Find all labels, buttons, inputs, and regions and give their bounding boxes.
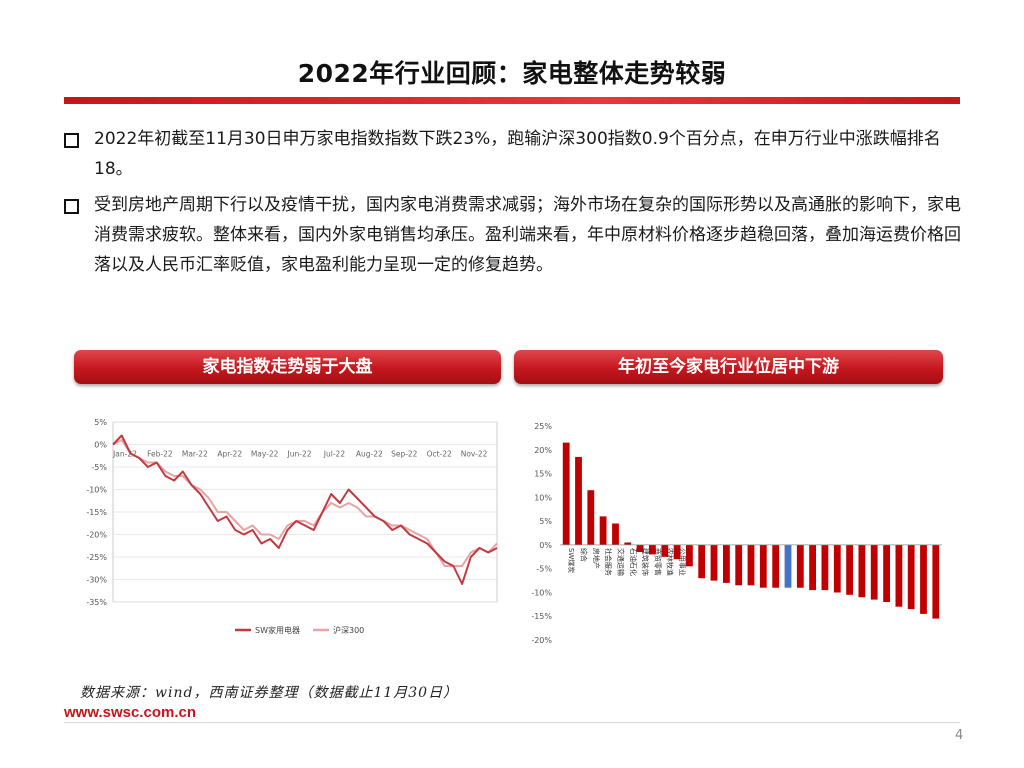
square-bullet-icon	[64, 133, 79, 148]
bar	[809, 544, 816, 591]
bullet-text-1: 2022年初截至11月30日申万家电指数指数下跌23%，跑输沪深300指数0.9…	[94, 129, 941, 179]
bar	[895, 544, 903, 607]
bullet-list: 2022年初截至11月30日申万家电指数指数下跌23%，跑输沪深300指数0.9…	[64, 124, 964, 286]
y-tick-label: 10%	[534, 493, 552, 502]
x-tick-label: Mar-22	[182, 450, 208, 459]
website-link[interactable]: www.swsc.com.cn	[64, 704, 196, 721]
category-label: 商贸零售	[653, 548, 662, 576]
bar	[858, 544, 866, 598]
bar	[870, 544, 878, 600]
page-title: 2022年行业回顾：家电整体走势较弱	[297, 59, 727, 88]
series-line-sw-appliance	[112, 434, 498, 585]
category-label: SW煤炭	[567, 548, 576, 573]
bar	[686, 544, 693, 567]
y-tick-label: -5%	[91, 463, 107, 472]
bar	[673, 544, 681, 560]
y-tick-label: -5%	[536, 565, 552, 574]
x-tick-label: Nov-22	[461, 450, 488, 459]
bullet-item-2: 受到房地产周期下行以及疫情干扰，国内家电消费需求减弱；海外市场在复杂的国际形势以…	[64, 190, 964, 280]
y-tick-label: -10%	[531, 588, 552, 597]
bar	[661, 544, 669, 557]
bar	[772, 544, 780, 588]
square-bullet-icon	[64, 199, 79, 214]
bar	[920, 544, 927, 614]
y-tick-label: 0%	[539, 541, 552, 550]
category-label: 房地产	[592, 548, 601, 569]
bar	[562, 442, 570, 545]
left-chart-banner: 家电指数走势弱于大盘	[74, 350, 501, 384]
bar	[846, 544, 853, 595]
category-label: 公用事业	[678, 548, 687, 576]
x-tick-label: Feb-22	[147, 450, 173, 459]
x-tick-label: Jun-22	[287, 450, 312, 459]
bar	[624, 542, 632, 545]
legend-label: 沪深300	[333, 625, 364, 635]
y-tick-label: 0%	[94, 441, 107, 450]
bar	[833, 544, 841, 593]
bar	[587, 490, 595, 545]
y-tick-label: -20%	[86, 531, 107, 540]
title-underline-bar	[64, 97, 960, 104]
bar	[698, 544, 706, 579]
category-label: 农林牧渔	[666, 548, 675, 576]
x-tick-label: Apr-22	[217, 450, 242, 459]
x-tick-label: Aug-22	[356, 450, 383, 459]
y-tick-label: 25%	[534, 422, 552, 431]
x-tick-label: Jan-22	[112, 450, 137, 459]
bullet-item-1: 2022年初截至11月30日申万家电指数指数下跌23%，跑输沪深300指数0.9…	[64, 124, 964, 184]
y-tick-label: 15%	[534, 470, 552, 479]
bar	[747, 544, 755, 586]
bullet-text-2: 受到房地产周期下行以及疫情干扰，国内家电消费需求减弱；海外市场在复杂的国际形势以…	[94, 195, 961, 275]
y-tick-label: 5%	[539, 517, 552, 526]
y-tick-label: -15%	[531, 612, 552, 621]
y-tick-label: 5%	[94, 418, 107, 427]
bar	[723, 544, 730, 583]
bar	[932, 544, 940, 619]
x-tick-label: Oct-22	[427, 450, 452, 459]
footer-divider	[64, 722, 960, 723]
y-tick-label: -15%	[86, 508, 107, 517]
category-label: 综合	[580, 548, 589, 562]
bar	[784, 544, 792, 588]
right-chart-banner: 年初至今家电行业位居中下游	[514, 350, 943, 384]
x-tick-label: Sep-22	[391, 450, 418, 459]
bar	[575, 456, 582, 545]
bar	[907, 544, 915, 610]
y-tick-label: 20%	[534, 446, 552, 455]
bar	[759, 544, 767, 588]
category-label: 建筑装饰	[641, 548, 650, 576]
legend-label: SW家用电器	[255, 625, 300, 635]
bar	[599, 516, 607, 545]
bar	[710, 544, 718, 581]
category-label: 社会服务	[604, 548, 613, 576]
bar	[883, 544, 890, 602]
x-tick-label: May-22	[251, 450, 279, 459]
page-number: 4	[955, 728, 964, 743]
data-source-note: 数据来源：wind，西南证券整理（数据截止11月30日）	[80, 685, 459, 701]
index-trend-line-chart: 5% 0% -5% -10% -15% -20% -25% -30% -35% Jan-22 Feb…	[86, 418, 498, 635]
bar	[796, 544, 804, 588]
bar	[821, 544, 829, 591]
y-tick-label: -20%	[531, 636, 552, 644]
x-tick-label: Jul-22	[323, 450, 346, 459]
bar	[735, 544, 743, 586]
category-label: 石油石化	[629, 548, 638, 576]
industry-ranking-bar-chart: 25% 20% 15% 10% 5% 0% -5% -10% -15% -20% SW煤炭 综合 房地产…	[531, 422, 942, 644]
y-tick-label: -30%	[86, 576, 107, 585]
y-tick-label: -10%	[86, 486, 107, 495]
y-tick-label: -35%	[86, 598, 107, 607]
bar	[612, 523, 619, 545]
y-tick-label: -25%	[86, 553, 107, 562]
bar	[636, 544, 644, 552]
bar	[649, 544, 656, 555]
series-line-hs300	[112, 439, 498, 567]
category-label: 交通运输	[617, 548, 626, 576]
